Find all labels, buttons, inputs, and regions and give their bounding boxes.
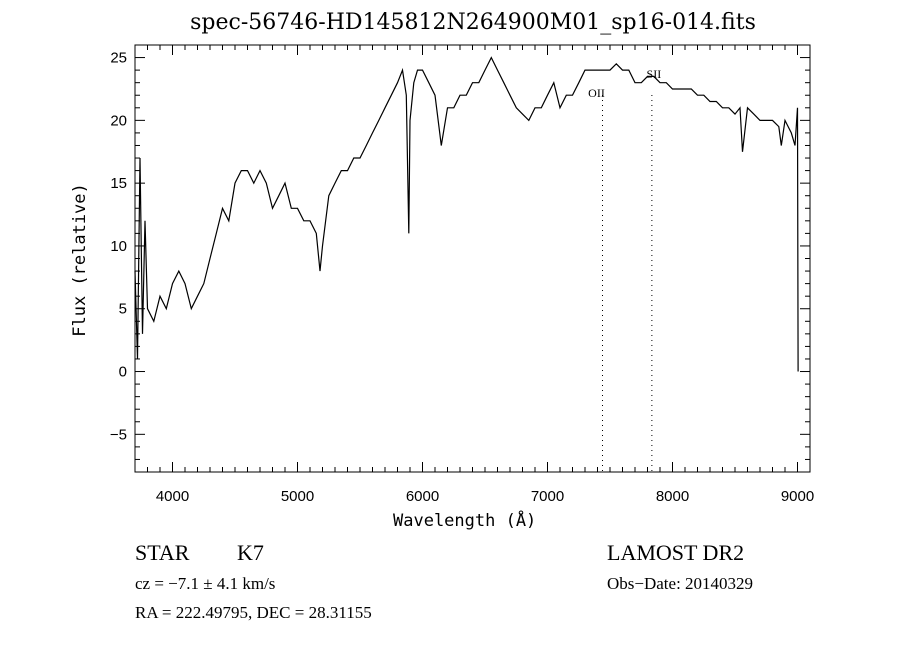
x-tick-label: 5000 xyxy=(281,488,314,505)
survey-label: LAMOST DR2 xyxy=(607,540,745,565)
x-tick-label: 7000 xyxy=(531,488,564,505)
coordinates-text: RA = 222.49795, DEC = 28.31155 xyxy=(135,603,372,622)
marker-label-sii: SII xyxy=(647,67,662,81)
y-tick-label: 0 xyxy=(119,364,127,381)
y-tick-label: 15 xyxy=(110,175,127,192)
obs-date: Obs−Date: 20140329 xyxy=(607,574,754,593)
x-tick-label: 8000 xyxy=(656,488,689,505)
y-tick-label: −5 xyxy=(110,426,127,443)
x-tick-label: 9000 xyxy=(781,488,814,505)
y-axis-label: Flux (relative) xyxy=(70,183,90,337)
y-tick-label: 10 xyxy=(110,238,127,255)
y-tick-label: 25 xyxy=(110,50,127,67)
x-tick-label: 6000 xyxy=(406,488,439,505)
x-axis-label: Wavelength (Å) xyxy=(393,511,537,531)
plot-frame xyxy=(134,44,811,473)
spectrum-line xyxy=(134,56,799,372)
y-tick-label: 5 xyxy=(119,301,127,318)
redshift-text: cz = −7.1 ± 4.1 km/s xyxy=(135,574,276,593)
chart-title: spec-56746-HD145812N264900M01_sp16-014.f… xyxy=(190,10,756,35)
marker-label-oii: OII xyxy=(588,86,605,100)
y-tick-label: 20 xyxy=(110,112,127,129)
subclass: K7 xyxy=(237,540,264,565)
x-tick-label: 4000 xyxy=(156,488,189,505)
object-type: STAR xyxy=(135,540,190,565)
